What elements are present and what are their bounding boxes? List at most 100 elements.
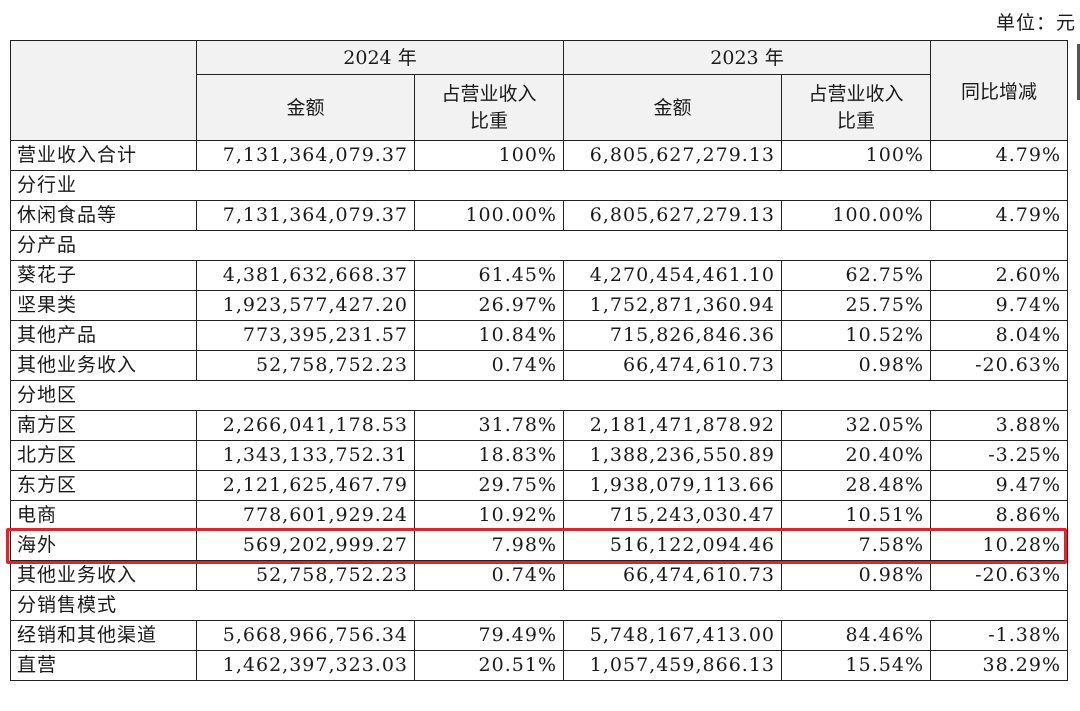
yoy-change-cell: 38.29% [930, 650, 1068, 681]
yoy-change-cell: -1.38% [930, 620, 1068, 651]
amount-2023-cell: 1,938,079,113.66 [563, 470, 782, 501]
row-label: 电商 [10, 500, 197, 531]
table-row: 电商 778,601,929.24 10.92% 715,243,030.47 10.5… [10, 500, 1068, 531]
amount-2023-cell: 715,243,030.47 [563, 500, 782, 531]
share-2023-cell: 15.54% [781, 650, 931, 681]
amount-2024-cell: 4,381,632,668.37 [196, 260, 415, 291]
share-2024-cell: 79.49% [414, 620, 564, 651]
share-2023-cell: 32.05% [781, 410, 931, 441]
amount-2023-cell: 6,805,627,279.13 [563, 200, 782, 231]
header-yoy-change: 同比增减 [930, 40, 1068, 141]
share-2023-cell: 0.98% [781, 350, 931, 381]
share-2024-cell: 18.83% [414, 440, 564, 471]
header-share-line2: 比重 [469, 109, 508, 132]
amount-2023-cell: 6,805,627,279.13 [563, 140, 782, 171]
header-amount-2023: 金额 [563, 74, 782, 141]
amount-2024-cell: 2,266,041,178.53 [196, 410, 415, 441]
section-label: 分产品 [10, 230, 1068, 261]
header-year-2023: 2023 年 [563, 40, 931, 75]
section-row: 分行业 [10, 170, 1068, 201]
table-row: 葵花子 4,381,632,668.37 61.45% 4,270,454,461.1… [10, 260, 1068, 291]
share-2023-cell: 25.75% [781, 290, 931, 321]
table-row: 其他产品 773,395,231.57 10.84% 715,826,846.36 10… [10, 320, 1068, 351]
yoy-change-cell: -3.25% [930, 440, 1068, 471]
row-label: 休闲食品等 [10, 200, 197, 231]
amount-2023-cell: 1,388,236,550.89 [563, 440, 782, 471]
page-edge-mark [1077, 44, 1080, 100]
table-row: 直营 1,462,397,323.03 20.51% 1,057,459,866.13… [10, 650, 1068, 681]
amount-2024-cell: 569,202,999.27 [196, 530, 415, 561]
share-2024-cell: 26.97% [414, 290, 564, 321]
amount-2023-cell: 1,057,459,866.13 [563, 650, 782, 681]
amount-2024-cell: 5,668,966,756.34 [196, 620, 415, 651]
share-2023-cell: 100% [781, 140, 931, 171]
yoy-change-cell: 3.88% [930, 410, 1068, 441]
row-label: 其他产品 [10, 320, 197, 351]
amount-2024-cell: 52,758,752.23 [196, 560, 415, 591]
table-row: 其他业务收入 52,758,752.23 0.74% 66,474,610.73 0.9… [10, 350, 1068, 381]
share-2023-cell: 20.40% [781, 440, 931, 471]
amount-2023-cell: 1,752,871,360.94 [563, 290, 782, 321]
yoy-change-cell: -20.63% [930, 560, 1068, 591]
share-2024-cell: 31.78% [414, 410, 564, 441]
share-2023-cell: 7.58% [781, 530, 931, 561]
share-2024-cell: 0.74% [414, 560, 564, 591]
amount-2023-cell: 516,122,094.46 [563, 530, 782, 561]
share-2024-cell: 100.00% [414, 200, 564, 231]
amount-2024-cell: 1,343,133,752.31 [196, 440, 415, 471]
section-label: 分地区 [10, 380, 1068, 411]
row-label: 东方区 [10, 470, 197, 501]
row-label: 葵花子 [10, 260, 197, 291]
share-2024-cell: 7.98% [414, 530, 564, 561]
amount-2024-cell: 773,395,231.57 [196, 320, 415, 351]
row-label: 营业收入合计 [10, 140, 197, 171]
table-row: 经销和其他渠道 5,668,966,756.34 79.49% 5,748,167,4… [10, 620, 1068, 651]
share-2024-cell: 29.75% [414, 470, 564, 501]
table-row: 营业收入合计 7,131,364,079.37 100% 6,805,627,279.… [10, 140, 1068, 171]
row-label: 其他业务收入 [10, 560, 197, 591]
share-2024-cell: 20.51% [414, 650, 564, 681]
row-label: 直营 [10, 650, 197, 681]
section-row: 分产品 [10, 230, 1068, 261]
revenue-breakdown-table: 2024 年 2023 年 同比增减 金额 占营业收入 比重 金额 占营业收入 … [10, 40, 1068, 681]
amount-2023-cell: 5,748,167,413.00 [563, 620, 782, 651]
header-amount-2024: 金额 [196, 74, 415, 141]
share-2024-cell: 100% [414, 140, 564, 171]
yoy-change-cell: 4.79% [930, 140, 1068, 171]
table-row: 北方区 1,343,133,752.31 18.83% 1,388,236,550.8… [10, 440, 1068, 471]
amount-2024-cell: 2,121,625,467.79 [196, 470, 415, 501]
section-label: 分行业 [10, 170, 1068, 201]
share-2024-cell: 61.45% [414, 260, 564, 291]
share-2024-cell: 10.92% [414, 500, 564, 531]
table-row: 坚果类 1,923,577,427.20 26.97% 1,752,871,360.9… [10, 290, 1068, 321]
table-body: 营业收入合计 7,131,364,079.37 100% 6,805,627,279.… [10, 140, 1068, 681]
yoy-change-cell: 8.86% [930, 500, 1068, 531]
share-2023-cell: 84.46% [781, 620, 931, 651]
table-header: 2024 年 2023 年 同比增减 金额 占营业收入 比重 金额 占营业收入 … [10, 40, 1068, 141]
amount-2023-cell: 66,474,610.73 [563, 560, 782, 591]
header-share-2024: 占营业收入 比重 [414, 74, 564, 141]
section-row: 分地区 [10, 380, 1068, 411]
row-label: 经销和其他渠道 [10, 620, 197, 651]
amount-2024-cell: 1,462,397,323.03 [196, 650, 415, 681]
unit-label: 单位：元 [995, 12, 1076, 34]
yoy-change-cell: 9.74% [930, 290, 1068, 321]
header-share-line2: 比重 [836, 109, 875, 132]
amount-2023-cell: 66,474,610.73 [563, 350, 782, 381]
share-2023-cell: 0.98% [781, 560, 931, 591]
table-row: 其他业务收入 52,758,752.23 0.74% 66,474,610.73 0.9… [10, 560, 1068, 591]
header-share-line1: 占营业收入 [441, 82, 537, 105]
header-corner-cell [10, 40, 197, 141]
yoy-change-cell: -20.63% [930, 350, 1068, 381]
yoy-change-cell: 2.60% [930, 260, 1068, 291]
amount-2023-cell: 715,826,846.36 [563, 320, 782, 351]
section-label: 分销售模式 [10, 590, 1068, 621]
table-row: 南方区 2,266,041,178.53 31.78% 2,181,471,878.9… [10, 410, 1068, 441]
yoy-change-cell: 8.04% [930, 320, 1068, 351]
yoy-change-cell: 4.79% [930, 200, 1068, 231]
share-2023-cell: 28.48% [781, 470, 931, 501]
yoy-change-cell: 10.28% [930, 530, 1068, 561]
header-share-line1: 占营业收入 [808, 82, 904, 105]
share-2024-cell: 0.74% [414, 350, 564, 381]
amount-2024-cell: 778,601,929.24 [196, 500, 415, 531]
